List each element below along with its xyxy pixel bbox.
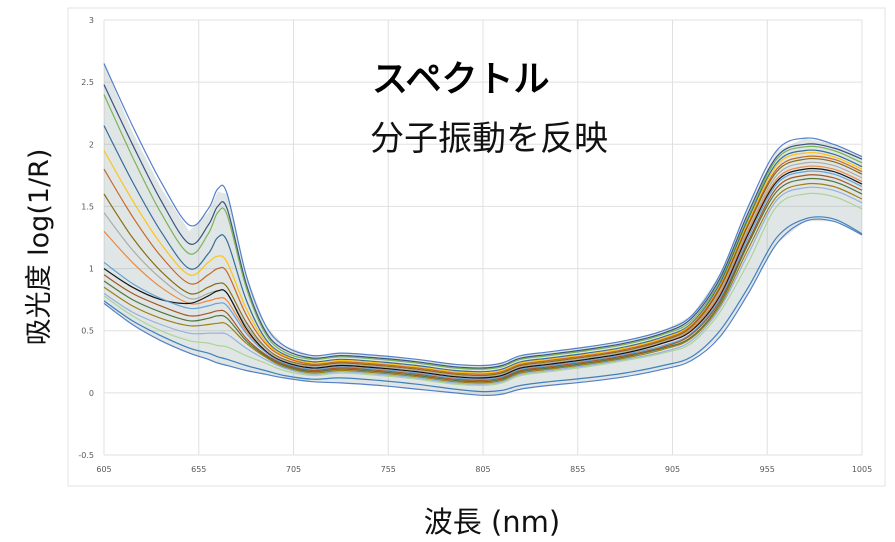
y-tick-label-6: 2.5 bbox=[81, 78, 94, 87]
spectrum-line-11 bbox=[103, 174, 863, 382]
x-tick-label-1: 655 bbox=[191, 465, 206, 474]
spectrum-line-14 bbox=[103, 186, 863, 385]
x-tick-label-5: 855 bbox=[570, 465, 585, 474]
spectrum-line-0 bbox=[103, 63, 863, 367]
x-tick-label-3: 755 bbox=[381, 465, 396, 474]
spectrum-line-13 bbox=[103, 182, 863, 384]
spectrum-line-9 bbox=[103, 167, 863, 379]
y-tick-label-0: -0.5 bbox=[78, 451, 94, 460]
y-tick-label-5: 2 bbox=[89, 140, 94, 149]
grid bbox=[103, 19, 863, 456]
y-axis-label: 吸光度 log(1/R) bbox=[24, 149, 55, 346]
spectrum-line-16 bbox=[103, 216, 863, 393]
x-tick-label-7: 955 bbox=[760, 465, 775, 474]
x-axis-label: 波長 (nm) bbox=[424, 505, 560, 539]
spectrum-line-15 bbox=[103, 192, 863, 387]
series-lines bbox=[103, 63, 863, 396]
annotation-title: スペクトル bbox=[372, 59, 549, 100]
spectrum-line-2 bbox=[103, 94, 863, 370]
y-tick-label-7: 3 bbox=[89, 16, 94, 25]
spectrum-line-3 bbox=[103, 125, 863, 373]
spectrum-line-1 bbox=[103, 84, 863, 369]
x-tick-label-6: 905 bbox=[665, 465, 680, 474]
y-tick-label-4: 1.5 bbox=[81, 202, 94, 211]
x-tick-label-2: 705 bbox=[286, 465, 301, 474]
y-tick-labels: -0.5 0 0.5 1 1.5 2 2.5 3 bbox=[78, 16, 94, 460]
spectrum-line-6 bbox=[103, 157, 863, 377]
x-tick-label-0: 605 bbox=[96, 465, 111, 474]
y-tick-label-2: 0.5 bbox=[81, 327, 94, 336]
x-tick-label-4: 805 bbox=[475, 465, 490, 474]
x-tick-label-8: 1005 bbox=[852, 465, 872, 474]
annotation-subtitle: 分子振動を反映 bbox=[370, 119, 608, 159]
spectrum-line-12 bbox=[103, 177, 863, 383]
x-tick-labels: 605 655 705 755 805 855 905 955 1005 bbox=[96, 465, 872, 474]
y-tick-label-1: 0 bbox=[89, 389, 94, 398]
spectrum-line-10 bbox=[103, 170, 863, 380]
spectrum-line-17 bbox=[103, 218, 863, 396]
y-tick-label-3: 1 bbox=[89, 265, 94, 274]
